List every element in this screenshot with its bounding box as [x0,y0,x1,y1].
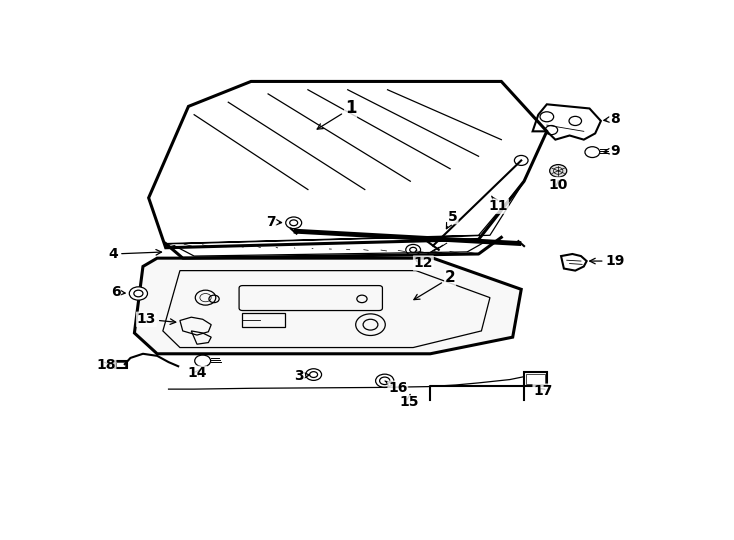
Bar [524,373,547,386]
Circle shape [550,165,567,177]
Text: 19: 19 [589,254,625,268]
Text: 10: 10 [548,178,568,192]
Bar [115,361,127,368]
Circle shape [406,245,421,255]
Circle shape [376,374,394,388]
Text: 16: 16 [385,381,407,395]
Text: 15: 15 [399,394,419,409]
Bar [242,313,286,327]
Text: 14: 14 [187,366,207,380]
Text: 2: 2 [414,270,456,300]
Text: 12: 12 [413,255,433,270]
Text: 13: 13 [137,312,175,326]
Polygon shape [134,258,521,354]
Text: 1: 1 [317,99,356,129]
Circle shape [286,217,302,228]
Text: 3: 3 [294,369,310,383]
Bar [526,374,545,384]
Text: 8: 8 [604,112,620,126]
Circle shape [305,369,321,380]
Text: 6: 6 [111,285,125,299]
Text: 5: 5 [446,210,458,229]
Circle shape [515,156,528,165]
Text: 9: 9 [604,144,620,158]
Bar [116,362,126,367]
Text: 18: 18 [96,358,116,372]
Text: 4: 4 [109,247,161,261]
Text: 7: 7 [266,215,282,229]
Text: 17: 17 [533,384,553,398]
Circle shape [129,287,148,300]
Text: 11: 11 [489,196,508,213]
